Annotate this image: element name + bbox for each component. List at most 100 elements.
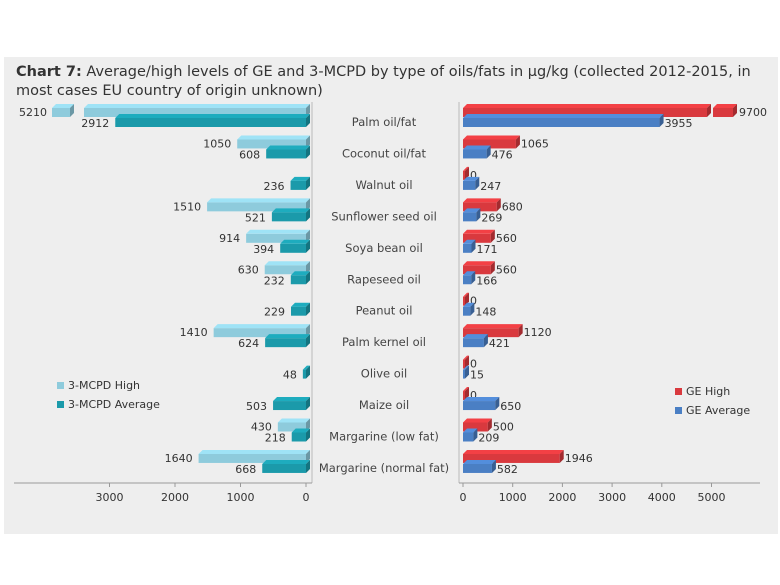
- right-high-value: 560: [496, 232, 517, 245]
- left-avg-value: 232: [264, 274, 285, 287]
- category-label: Walnut oil: [355, 178, 412, 192]
- right-avg-bar-side: [476, 208, 481, 222]
- right-avg-bar-top: [463, 302, 475, 307]
- left-avg-value: 608: [239, 148, 260, 161]
- right-high-bar-side: [465, 355, 469, 369]
- right-avg-bar-top: [463, 428, 478, 433]
- right-avg-bar-side: [659, 114, 664, 127]
- right-avg-value: 171: [476, 243, 497, 256]
- left-avg-bar-side: [306, 145, 310, 159]
- left-avg-bar-top: [280, 239, 310, 244]
- left-high-bar: [277, 422, 306, 432]
- right-avg-value: 269: [481, 211, 502, 224]
- right-avg-bar-top: [463, 459, 496, 464]
- right-avg-bar-side: [465, 365, 469, 379]
- left-high-bar-side: [70, 104, 74, 117]
- right-avg-bar-top: [463, 145, 491, 150]
- left-avg-bar: [302, 369, 306, 379]
- category-label: Olive oil: [361, 367, 407, 381]
- left-avg-bar: [290, 180, 306, 190]
- left-high-bar-top: [207, 198, 310, 203]
- right-high-value: 680: [502, 200, 523, 213]
- left-avg-bar-top: [302, 365, 310, 370]
- legend-swatch-ge-average: [675, 407, 682, 414]
- right-high-value: 0: [470, 295, 477, 308]
- left-avg-value: 624: [238, 337, 259, 350]
- right-high-bar: [463, 170, 465, 180]
- left-tick-label: 2000: [161, 491, 189, 504]
- right-avg-value: 650: [500, 400, 521, 413]
- left-high-bar-top: [277, 418, 310, 423]
- right-avg-bar-side: [491, 459, 496, 473]
- left-avg-bar: [290, 275, 306, 285]
- right-high-bar-top: [463, 418, 492, 423]
- right-tick-label: 3000: [598, 491, 626, 504]
- right-avg-bar-top: [463, 334, 488, 339]
- legend-label-ge-average: GE Average: [686, 404, 750, 417]
- right-avg-bar-top: [463, 239, 476, 244]
- left-avg-bar-side: [306, 428, 310, 442]
- right-avg-bar-top: [463, 365, 469, 370]
- legend-label-3mcpd-high: 3-MCPD High: [68, 379, 140, 392]
- chart-title-text: Average/high levels of GE and 3-MCPD by …: [16, 64, 751, 99]
- left-avg-bar-top: [262, 459, 310, 464]
- left-high-bar-side: [306, 229, 310, 243]
- left-tick-label: 1000: [227, 491, 255, 504]
- left-high-bar-top: [198, 449, 310, 454]
- left-avg-value: 218: [265, 432, 286, 445]
- right-high-bar-side: [487, 418, 492, 432]
- category-label: Sunflower seed oil: [331, 209, 437, 223]
- right-high-value: 1120: [524, 326, 552, 339]
- left-high-value: 5210: [19, 106, 47, 119]
- left-avg-value: 668: [235, 463, 256, 476]
- right-high-bar-side: [559, 449, 564, 463]
- left-avg-value: 521: [245, 211, 266, 224]
- category-label: Margarine (low fat): [329, 430, 439, 444]
- left-avg-bar: [262, 463, 306, 473]
- right-avg-bar-side: [483, 334, 488, 348]
- right-avg-bar: [463, 463, 492, 473]
- left-avg-value: 229: [264, 306, 285, 319]
- left-avg-bar-side: [306, 365, 310, 379]
- right-tick-label: 2000: [548, 491, 576, 504]
- right-high-value: 1065: [521, 137, 549, 150]
- left-high-value: 1510: [173, 200, 201, 213]
- right-high-bar-side: [733, 104, 737, 117]
- right-avg-bar-side: [475, 176, 480, 190]
- left-avg-bar-top: [290, 271, 310, 276]
- left-high-value: 1640: [165, 452, 193, 465]
- right-avg-bar-top: [463, 397, 500, 402]
- left-high-bar-top: [52, 104, 74, 108]
- left-avg-bar: [273, 401, 306, 411]
- right-high-bar: [463, 422, 488, 432]
- left-avg-bar-top: [266, 145, 310, 150]
- left-avg-bar-top: [115, 114, 310, 118]
- left-avg-bar-side: [306, 459, 310, 473]
- left-high-value: 1050: [203, 137, 231, 150]
- left-high-value: 430: [251, 421, 272, 434]
- left-avg-bar-top: [273, 397, 310, 402]
- right-high-bar-top: [463, 324, 523, 329]
- left-high-bar: [84, 108, 306, 117]
- right-high-value: 500: [493, 421, 514, 434]
- right-tick-label: 4000: [648, 491, 676, 504]
- right-avg-bar: [463, 369, 465, 379]
- right-avg-bar: [463, 149, 487, 159]
- right-avg-bar-top: [463, 208, 481, 213]
- left-high-bar-top: [237, 135, 310, 140]
- right-high-bar-top: [463, 261, 495, 266]
- left-avg-bar-top: [265, 334, 310, 339]
- left-high-bar-top: [213, 324, 310, 329]
- category-label: Palm kernel oil: [342, 335, 426, 349]
- right-avg-value: 148: [475, 306, 496, 319]
- right-high-bar-top: [463, 135, 520, 140]
- left-avg-bar-side: [306, 114, 310, 127]
- left-high-bar-top: [84, 104, 310, 108]
- left-high-bar-side: [306, 324, 310, 338]
- right-high-bar-side: [518, 324, 523, 338]
- right-avg-value: 476: [492, 148, 513, 161]
- right-avg-value: 421: [489, 337, 510, 350]
- right-avg-bar-top: [463, 271, 476, 276]
- right-avg-bar-side: [471, 271, 476, 285]
- left-high-bar-top: [246, 229, 310, 234]
